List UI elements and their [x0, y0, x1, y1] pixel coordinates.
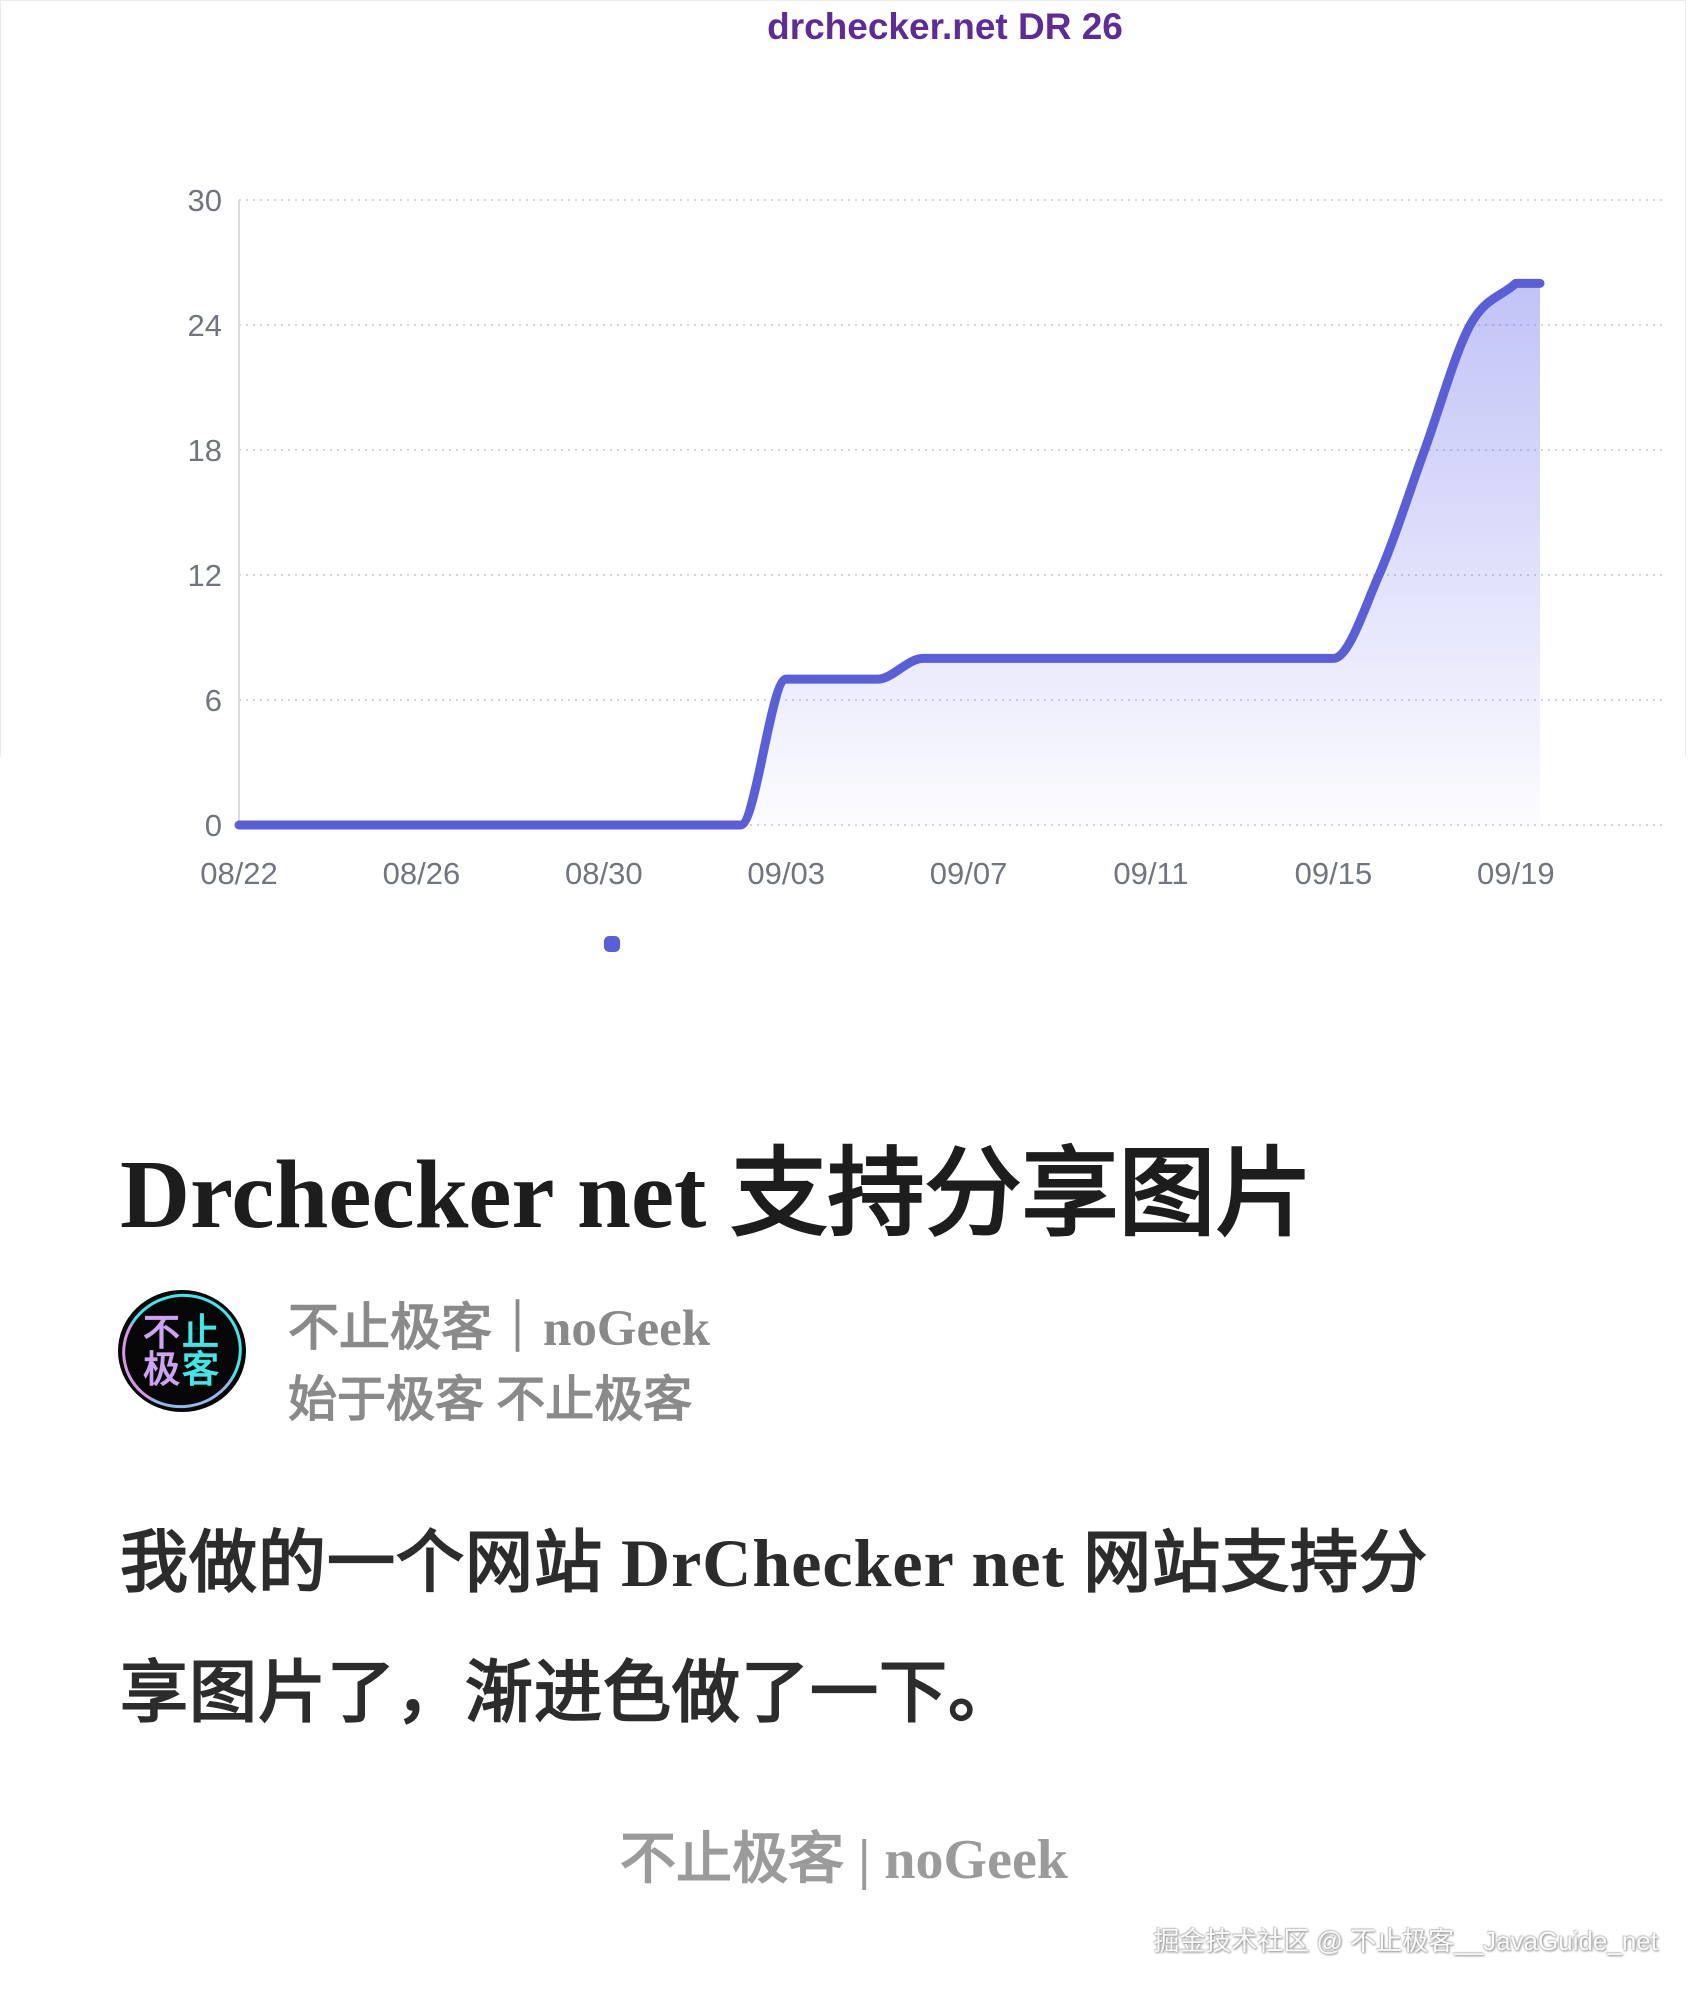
x-tick-08-26: 08/26	[383, 856, 461, 891]
x-tick-09-03: 09/03	[747, 856, 825, 891]
dr-series-line	[234, 278, 1545, 830]
x-tick-09-15: 09/15	[1295, 856, 1373, 891]
post-title: Drchecker net 支持分享图片	[120, 1140, 1313, 1248]
x-tick-08-30: 08/30	[565, 856, 643, 891]
y-tick-6: 6	[205, 683, 222, 718]
avatar-glyph: 客	[182, 1348, 221, 1391]
post-body-line-2: 享图片了，渐进色做了一下。	[120, 1655, 1018, 1731]
y-tick-0: 0	[205, 808, 222, 843]
x-tick-08-22: 08/22	[200, 856, 278, 891]
avatar-glyph: 极	[143, 1348, 182, 1391]
chart-image-border	[0, 0, 1686, 757]
post-footer-signature: 不止极客 | noGeek	[620, 1829, 1068, 1891]
author-tagline: 始于极客 不止极客	[288, 1372, 693, 1427]
post-body: 我做的一个网站 DrChecker net 网站支持分 享图片了，渐进色做了一下…	[120, 1498, 1620, 1758]
post-body-line-1: 我做的一个网站 DrChecker net 网站支持分	[120, 1525, 1429, 1601]
x-tick-09-07: 09/07	[930, 856, 1008, 891]
y-tick-18: 18	[188, 433, 222, 468]
legend-marker	[604, 936, 620, 952]
avatar: 不止 极客	[118, 1290, 246, 1412]
avatar-text-row-2: 极客	[143, 1351, 221, 1388]
y-tick-30: 30	[188, 183, 222, 218]
dr-area-chart: 30 24 18 12 6 0 08/22 08/26 08/30 09/03 09/07 09/11…	[188, 183, 1662, 952]
y-tick-24: 24	[188, 308, 222, 343]
y-tick-12: 12	[188, 558, 222, 593]
x-tick-09-11: 09/11	[1113, 856, 1188, 891]
avatar-glyph: 止	[182, 1311, 221, 1354]
avatar-glyph: 不	[143, 1311, 182, 1354]
watermark: 掘金技术社区 @ 不止极客__JavaGuide_net	[1153, 1926, 1658, 1956]
dr-series-area-fill	[239, 283, 1540, 825]
avatar-text-row-1: 不止	[143, 1314, 221, 1351]
chart-title: drchecker.net DR 26	[767, 6, 1123, 47]
author-name: 不止极客｜noGeek	[288, 1301, 711, 1357]
x-tick-09-19: 09/19	[1477, 856, 1555, 891]
